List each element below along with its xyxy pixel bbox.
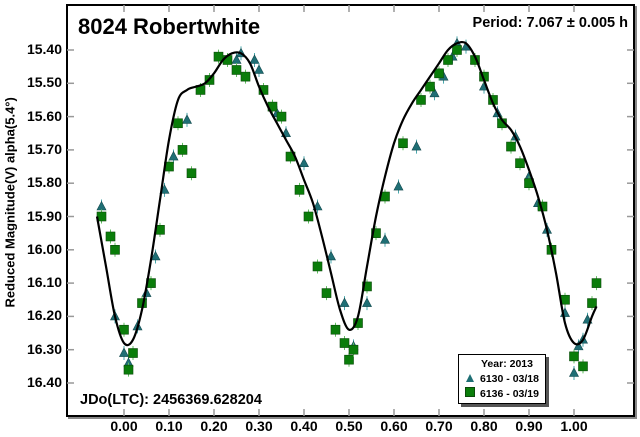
legend-entry-label: 6136 - 03/19 xyxy=(480,388,539,400)
data-points xyxy=(96,36,602,381)
x-tick-label: 0.20 xyxy=(200,418,228,434)
y-tick-label: 15.80 xyxy=(26,174,62,191)
x-tick-label: 0.30 xyxy=(245,418,273,434)
x-tick-label: 0.90 xyxy=(515,418,543,434)
legend-title: Year: 2013 xyxy=(481,358,533,370)
x-tick-label: 0.80 xyxy=(470,418,498,434)
legend: Year: 2013 6130 - 03/18 6136 - 03/19 xyxy=(458,354,546,404)
y-tick-label: 16.00 xyxy=(26,240,62,257)
y-tick-label: 15.60 xyxy=(26,107,62,124)
x-tick-label: 0.70 xyxy=(425,418,453,434)
chart-title: 8024 Robertwhite xyxy=(78,14,261,39)
y-tick-label: 15.40 xyxy=(26,41,62,57)
legend-entry-6130: 6130 - 03/18 xyxy=(465,373,539,385)
y-tick-label: 15.70 xyxy=(26,140,62,157)
y-tick-label: 16.40 xyxy=(26,374,62,390)
y-tick-label: 16.20 xyxy=(26,307,62,324)
x-tick-label: 0.60 xyxy=(380,418,408,434)
jdo-annotation: JDo(LTC): 2456369.628204 xyxy=(80,392,262,408)
y-tick-label: 16.10 xyxy=(26,274,62,291)
legend-entry-6136: 6136 - 03/19 xyxy=(465,387,539,400)
x-tick-label: 0.10 xyxy=(155,418,183,434)
square-marker-icon xyxy=(465,387,475,397)
x-tick-label: 0.00 xyxy=(110,418,138,434)
period-label: Period: 7.067 ± 0.005 h xyxy=(472,15,628,31)
y-tick-label: 15.50 xyxy=(26,74,62,91)
x-tick-label: 0.50 xyxy=(335,418,363,434)
y-tick-label: 16.30 xyxy=(26,340,62,357)
axis-ticks xyxy=(67,5,634,416)
x-tick-label: 1.00 xyxy=(560,418,588,434)
triangle-marker-icon xyxy=(465,374,474,382)
fourier-fit-curve xyxy=(95,40,598,347)
legend-entry-label: 6130 - 03/18 xyxy=(480,373,539,385)
x-tick-label: 0.40 xyxy=(290,418,318,434)
y-tick-label: 15.90 xyxy=(26,207,62,224)
